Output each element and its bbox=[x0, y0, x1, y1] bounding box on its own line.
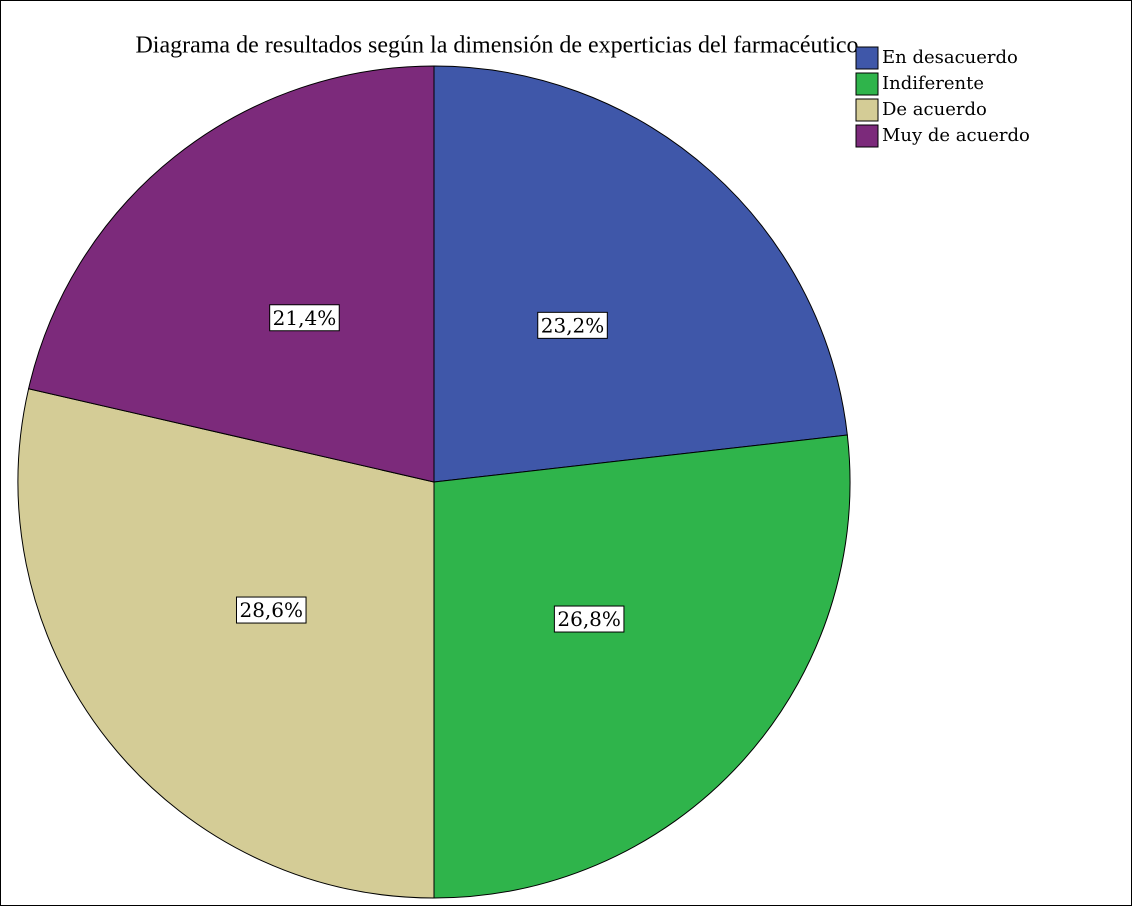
value-label-box bbox=[235, 596, 307, 624]
value-label: 23,2% bbox=[541, 313, 605, 337]
legend-swatch bbox=[855, 72, 879, 96]
value-label: 26,8% bbox=[557, 607, 621, 631]
legend-swatch bbox=[855, 124, 879, 148]
legend-swatch bbox=[855, 46, 879, 70]
value-label-group: 26,8% bbox=[553, 605, 625, 633]
legend-label: De acuerdo bbox=[882, 99, 987, 120]
value-label: 21,4% bbox=[273, 306, 337, 330]
value-label-box bbox=[537, 311, 608, 339]
value-label-group: 21,4% bbox=[269, 304, 340, 332]
value-label-box bbox=[553, 605, 625, 633]
value-label: 28,6% bbox=[239, 598, 303, 622]
value-label-group: 28,6% bbox=[235, 596, 307, 624]
legend-label: Muy de acuerdo bbox=[882, 125, 1030, 146]
pie-slice bbox=[433, 434, 851, 899]
legend-label: En desacuerdo bbox=[882, 47, 1018, 68]
value-label-box bbox=[269, 304, 340, 332]
legend-label: Indiferente bbox=[882, 73, 984, 94]
chart-title: Diagrama de resultados según la dimensió… bbox=[135, 33, 858, 59]
pie-slice bbox=[27, 65, 435, 483]
pie-slice bbox=[433, 65, 848, 483]
legend-swatch bbox=[855, 98, 879, 122]
pie-slice bbox=[17, 388, 435, 899]
value-label-group: 23,2% bbox=[537, 311, 608, 339]
